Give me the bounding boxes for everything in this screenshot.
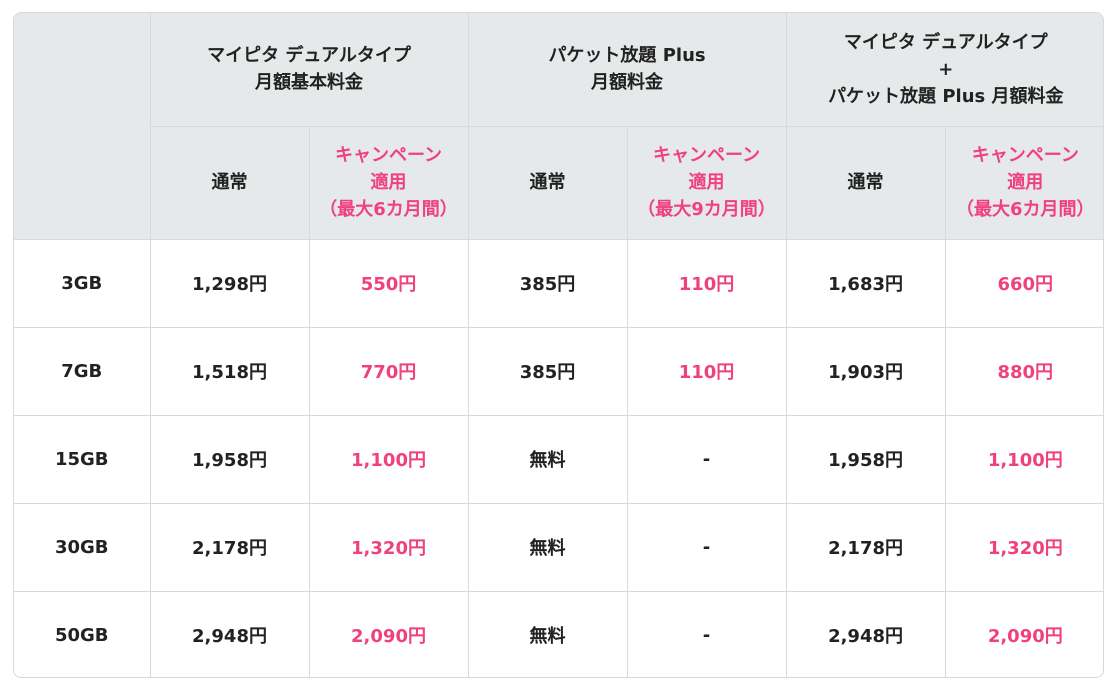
header-group-combined-line2: + [938, 58, 954, 80]
packet-normal-cell: 無料 [467, 590, 628, 677]
packet-campaign-cell: 110円 [626, 326, 787, 416]
base-campaign-cell: 550円 [308, 239, 469, 328]
combined-campaign-cell: 1,100円 [944, 414, 1103, 504]
header-campaign-2-line3: （最大9カ月間） [637, 199, 776, 220]
header-corner-cell [14, 13, 151, 240]
base-normal-cell: 1,298円 [149, 239, 310, 328]
header-group-combined-line3: パケット放題 Plus 月額料金 [828, 85, 1064, 107]
base-campaign-cell: 1,100円 [308, 414, 469, 504]
base-campaign-cell: 2,090円 [308, 590, 469, 677]
plan-cell: 50GB [14, 590, 151, 677]
combined-campaign-cell: 1,320円 [944, 502, 1103, 592]
header-campaign-1-line1: キャンペーン [334, 145, 443, 166]
header-group-packet-plus-line2: 月額料金 [591, 72, 664, 94]
header-row-sub: 通常 キャンペーン 適用 （最大6カ月間） 通常 キャンペーン 適用 （最大9カ… [14, 125, 1103, 240]
combined-campaign-cell: 660円 [944, 239, 1103, 328]
table-row: 50GB 2,948円 2,090円 無料 - 2,948円 2,090円 [14, 590, 1103, 677]
packet-campaign-cell: - [626, 414, 787, 504]
header-campaign-2-line2: 適用 [688, 172, 725, 193]
packet-campaign-cell: - [626, 590, 787, 677]
combined-campaign-cell: 880円 [944, 326, 1103, 416]
header-campaign-3: キャンペーン 適用 （最大6カ月間） [944, 125, 1103, 240]
plan-cell: 30GB [14, 502, 151, 592]
header-normal-3: 通常 [785, 125, 946, 240]
base-campaign-cell: 1,320円 [308, 502, 469, 592]
header-normal-1: 通常 [150, 125, 310, 240]
header-campaign-1: キャンペーン 適用 （最大6カ月間） [308, 125, 469, 240]
header-group-combined: マイピタ デュアルタイプ + パケット放題 Plus 月額料金 [785, 13, 1103, 127]
header-group-base-fee-line2: 月額基本料金 [255, 72, 363, 94]
plan-cell: 7GB [14, 326, 151, 416]
header-group-packet-plus: パケット放題 Plus 月額料金 [467, 13, 787, 127]
header-row-groups: マイピタ デュアルタイプ 月額基本料金 パケット放題 Plus 月額料金 マイピ… [14, 13, 1103, 240]
header-campaign-2: キャンペーン 適用 （最大9カ月間） [626, 125, 787, 240]
header-group-packet-plus-line1: パケット放題 Plus [548, 45, 706, 67]
packet-normal-cell: 無料 [467, 414, 628, 504]
packet-normal-cell: 無料 [467, 502, 628, 592]
packet-campaign-cell: - [626, 502, 787, 592]
table-row: 15GB 1,958円 1,100円 無料 - 1,958円 1,100円 [14, 414, 1103, 504]
price-table-container: マイピタ デュアルタイプ 月額基本料金 パケット放題 Plus 月額料金 マイピ… [13, 12, 1104, 678]
combined-normal-cell: 1,958円 [785, 414, 946, 504]
plan-cell: 15GB [14, 414, 151, 504]
base-normal-cell: 2,948円 [149, 590, 310, 677]
combined-campaign-cell: 2,090円 [944, 590, 1103, 677]
header-group-base-fee: マイピタ デュアルタイプ 月額基本料金 [149, 13, 469, 127]
header-normal-2: 通常 [467, 125, 628, 240]
base-normal-cell: 1,518円 [149, 326, 310, 416]
base-campaign-cell: 770円 [308, 326, 469, 416]
header-campaign-3-line1: キャンペーン [971, 145, 1079, 166]
table-row: 7GB 1,518円 770円 385円 110円 1,903円 880円 [14, 326, 1103, 416]
header-group-base-fee-line1: マイピタ デュアルタイプ [207, 45, 411, 67]
header-campaign-3-line3: （最大6カ月間） [956, 199, 1095, 220]
combined-normal-cell: 1,683円 [785, 239, 946, 328]
table-row: 3GB 1,298円 550円 385円 110円 1,683円 660円 [14, 239, 1103, 328]
header-campaign-1-line3: （最大6カ月間） [319, 199, 458, 220]
packet-campaign-cell: 110円 [626, 239, 787, 328]
base-normal-cell: 2,178円 [149, 502, 310, 592]
header-campaign-3-line2: 適用 [1007, 172, 1044, 193]
base-normal-cell: 1,958円 [149, 414, 310, 504]
table-row: 30GB 2,178円 1,320円 無料 - 2,178円 1,320円 [14, 502, 1103, 592]
packet-normal-cell: 385円 [467, 326, 628, 416]
header-campaign-2-line1: キャンペーン [652, 145, 761, 166]
plan-cell: 3GB [14, 239, 151, 328]
packet-normal-cell: 385円 [467, 239, 628, 328]
price-table: マイピタ デュアルタイプ 月額基本料金 パケット放題 Plus 月額料金 マイピ… [14, 13, 1103, 677]
combined-normal-cell: 2,178円 [785, 502, 946, 592]
header-campaign-1-line2: 適用 [370, 172, 407, 193]
header-group-combined-line1: マイピタ デュアルタイプ [843, 31, 1048, 53]
combined-normal-cell: 1,903円 [785, 326, 946, 416]
combined-normal-cell: 2,948円 [785, 590, 946, 677]
